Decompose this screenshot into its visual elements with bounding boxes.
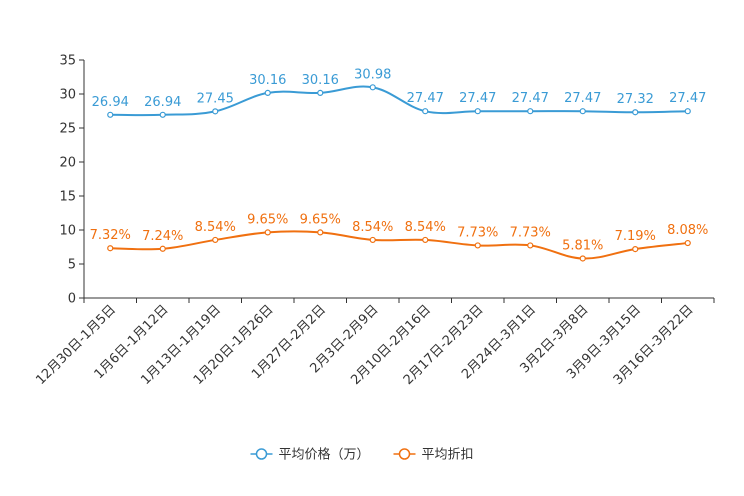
data-point[interactable] (579, 255, 586, 262)
series-line (110, 230, 688, 260)
legend-marker-icon (255, 448, 268, 460)
data-point[interactable] (527, 242, 534, 249)
data-label: 9.65% (300, 212, 341, 227)
data-label: 7.24% (142, 229, 183, 244)
data-point[interactable] (317, 89, 324, 97)
series-lines (107, 84, 691, 262)
y-tick-label: 5 (68, 258, 76, 273)
data-point[interactable] (422, 236, 429, 244)
y-tick-label: 20 (59, 156, 76, 171)
y-tick-label: 30 (59, 88, 76, 103)
data-point[interactable] (159, 245, 166, 252)
data-label: 7.73% (457, 225, 498, 240)
data-point[interactable] (474, 108, 481, 115)
legend-item-1[interactable]: 平均折扣 (393, 448, 474, 463)
series-1 (107, 229, 691, 262)
legend-label: 平均折扣 (422, 448, 474, 463)
legend-item-0[interactable]: 平均价格（万） (250, 447, 370, 463)
legend[interactable]: 平均价格（万） 平均折扣 (250, 447, 474, 463)
y-tick-label: 35 (59, 54, 76, 69)
data-point[interactable] (369, 236, 376, 244)
data-point[interactable] (632, 109, 639, 116)
data-label: 7.32% (90, 228, 131, 243)
data-point[interactable] (212, 236, 219, 244)
series-line (110, 85, 688, 117)
legend-marker-icon (398, 448, 411, 460)
data-label: 27.47 (512, 91, 549, 106)
data-point[interactable] (212, 108, 219, 115)
data-point[interactable] (107, 111, 114, 118)
data-point[interactable] (632, 246, 639, 253)
data-point[interactable] (369, 84, 376, 91)
data-label: 8.54% (405, 220, 446, 235)
data-point[interactable] (317, 229, 324, 236)
data-point[interactable] (474, 242, 481, 249)
data-label: 7.73% (510, 225, 551, 240)
y-tick-label: 25 (59, 122, 76, 137)
data-point[interactable] (684, 108, 691, 115)
data-point[interactable] (264, 89, 271, 97)
data-label: 8.54% (195, 220, 236, 235)
data-point[interactable] (527, 108, 534, 115)
data-label: 27.47 (564, 91, 601, 106)
data-point[interactable] (264, 229, 271, 236)
data-labels: 26.94 26.94 27.45 30.16 30.16 30.98 27.47 27.47… (90, 67, 709, 253)
series-0 (107, 84, 691, 118)
data-label: 26.94 (144, 95, 181, 110)
data-label: 30.16 (302, 73, 339, 88)
data-point[interactable] (159, 111, 166, 118)
data-label: 27.45 (197, 91, 234, 106)
data-label: 5.81% (562, 238, 603, 253)
data-point[interactable] (422, 108, 429, 115)
data-point[interactable] (579, 108, 586, 115)
data-label: 30.16 (249, 73, 286, 88)
data-label: 7.19% (615, 229, 656, 244)
data-label: 27.47 (407, 91, 444, 106)
legend-label: 平均价格（万） (279, 447, 370, 463)
data-label: 26.94 (92, 95, 129, 110)
data-label: 27.32 (617, 92, 654, 107)
data-label: 8.54% (352, 220, 393, 235)
data-label: 27.47 (669, 91, 706, 106)
data-point[interactable] (684, 239, 691, 247)
data-label: 8.08% (667, 223, 708, 238)
data-label: 27.47 (459, 91, 496, 106)
data-label: 30.98 (354, 67, 391, 82)
data-label: 9.65% (247, 212, 288, 227)
y-tick-label: 10 (59, 224, 76, 239)
data-point[interactable] (107, 245, 114, 252)
y-tick-label: 15 (59, 190, 76, 205)
y-tick-label: 0 (68, 292, 76, 307)
